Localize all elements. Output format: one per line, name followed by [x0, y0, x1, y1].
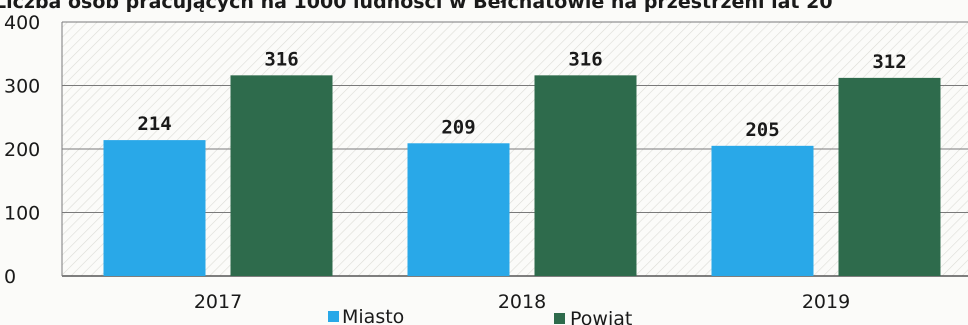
- data-label: 209: [441, 116, 475, 138]
- gridlines: [61, 21, 968, 277]
- y-tick-label: 300: [4, 76, 40, 98]
- data-labels: 214 316 209 316 205 312: [137, 48, 906, 140]
- y-axis-ticks: 0 100 200 300 400: [4, 12, 40, 288]
- legend: Miasto Powiat: [328, 306, 632, 325]
- x-category-label: 2019: [802, 291, 850, 313]
- bars: [103, 75, 941, 276]
- y-tick-label: 400: [4, 12, 40, 34]
- y-tick-label: 0: [4, 266, 16, 288]
- legend-label-miasto: Miasto: [342, 306, 404, 325]
- chart-title: Liczba osób pracujących na 1000 ludności…: [0, 0, 833, 13]
- bar-miasto-2019: [711, 145, 814, 276]
- x-category-label: 2017: [194, 291, 242, 313]
- data-label: 214: [137, 113, 171, 135]
- data-label: 205: [745, 119, 779, 141]
- bar-miasto-2018: [407, 143, 510, 276]
- bar-powiat-2017: [230, 75, 333, 276]
- bar-powiat-2019: [838, 77, 941, 276]
- legend-label-powiat: Powiat: [570, 308, 632, 325]
- x-category-label: 2018: [498, 291, 546, 313]
- legend-swatch-miasto: [328, 311, 339, 322]
- bar-miasto-2017: [103, 140, 206, 276]
- legend-swatch-powiat: [554, 313, 565, 324]
- bar-powiat-2018: [534, 75, 637, 276]
- y-tick-label: 100: [4, 203, 40, 225]
- data-label: 316: [568, 48, 602, 70]
- y-tick-label: 200: [4, 139, 40, 161]
- x-axis-categories: 2017 2018 2019: [194, 291, 850, 313]
- data-label: 312: [872, 51, 906, 73]
- data-label: 316: [264, 48, 298, 70]
